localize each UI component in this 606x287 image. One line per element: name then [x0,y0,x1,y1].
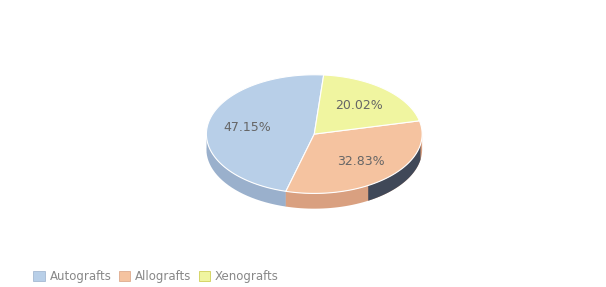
Polygon shape [207,75,324,191]
Polygon shape [286,134,315,207]
Polygon shape [286,121,422,193]
Polygon shape [368,144,421,201]
Polygon shape [207,137,286,207]
Text: 32.83%: 32.83% [338,155,385,168]
Polygon shape [286,134,315,207]
Legend: Autografts, Allografts, Xenografts: Autografts, Allografts, Xenografts [28,266,284,287]
Text: 47.15%: 47.15% [224,121,271,134]
Text: 20.02%: 20.02% [335,99,383,113]
Polygon shape [286,135,422,209]
Polygon shape [315,75,419,134]
Ellipse shape [207,131,422,167]
